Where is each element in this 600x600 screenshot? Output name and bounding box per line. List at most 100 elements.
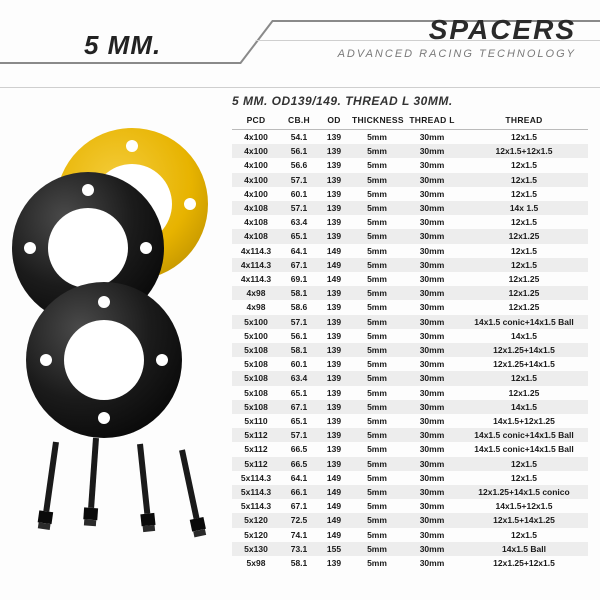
table-cell: 5x130	[232, 542, 280, 556]
table-cell: 30mm	[404, 215, 460, 229]
table-cell: 30mm	[404, 386, 460, 400]
table-cell: 30mm	[404, 442, 460, 456]
table-cell: 12x1.25	[460, 386, 588, 400]
table-cell: 5mm	[350, 499, 404, 513]
table-cell: 5x112	[232, 428, 280, 442]
table-cell: 139	[318, 286, 350, 300]
table-cell: 12x1.5	[460, 187, 588, 201]
table-cell: 5x108	[232, 386, 280, 400]
table-cell: 63.4	[280, 371, 318, 385]
table-cell: 30mm	[404, 144, 460, 158]
table-cell: 30mm	[404, 329, 460, 343]
table-cell: 30mm	[404, 513, 460, 527]
table-cell: 57.1	[280, 201, 318, 215]
table-cell: 12x1.5	[460, 371, 588, 385]
spec-table: PCD CB.H OD THICKNESS THREAD L THREAD 4x…	[232, 112, 588, 570]
table-cell: 63.4	[280, 215, 318, 229]
table-cell: 12x1.5	[460, 457, 588, 471]
table-cell: 14x1.5+12x1.25	[460, 414, 588, 428]
table-cell: 5mm	[350, 315, 404, 329]
table-cell: 5mm	[350, 244, 404, 258]
table-cell: 30mm	[404, 499, 460, 513]
table-cell: 30mm	[404, 201, 460, 215]
table-row: 5x12074.11495mm30mm12x1.5	[232, 528, 588, 542]
table-cell: 30mm	[404, 471, 460, 485]
table-cell: 139	[318, 130, 350, 145]
table-cell: 14x1.5	[460, 329, 588, 343]
table-cell: 4x100	[232, 187, 280, 201]
table-cell: 57.1	[280, 315, 318, 329]
table-cell: 5x108	[232, 343, 280, 357]
table-cell: 139	[318, 300, 350, 314]
table-row: 5x10867.11395mm30mm14x1.5	[232, 400, 588, 414]
table-cell: 4x100	[232, 158, 280, 172]
size-label: 5 MM.	[84, 30, 161, 61]
table-cell: 139	[318, 201, 350, 215]
table-cell: 139	[318, 229, 350, 243]
table-cell: 66.5	[280, 442, 318, 456]
table-cell: 14x1.5 conic+14x1.5 Ball	[460, 315, 588, 329]
table-cell: 12x1.5	[460, 471, 588, 485]
table-cell: 149	[318, 513, 350, 527]
table-cell: 5mm	[350, 201, 404, 215]
col-thread: THREAD	[460, 112, 588, 130]
table-cell: 4x108	[232, 201, 280, 215]
table-cell: 5mm	[350, 229, 404, 243]
table-cell: 12x1.25+12x1.5	[460, 556, 588, 570]
table-row: 4x10865.11395mm30mm12x1.25	[232, 229, 588, 243]
table-cell: 58.6	[280, 300, 318, 314]
table-cell: 30mm	[404, 158, 460, 172]
table-cell: 5mm	[350, 457, 404, 471]
table-cell: 64.1	[280, 244, 318, 258]
table-cell: 57.1	[280, 173, 318, 187]
table-cell: 30mm	[404, 173, 460, 187]
table-cell: 5mm	[350, 343, 404, 357]
table-cell: 67.1	[280, 258, 318, 272]
table-cell: 30mm	[404, 300, 460, 314]
table-cell: 149	[318, 471, 350, 485]
table-cell: 30mm	[404, 485, 460, 499]
col-thickness: THICKNESS	[350, 112, 404, 130]
table-cell: 65.1	[280, 386, 318, 400]
table-cell: 30mm	[404, 343, 460, 357]
table-cell: 4x98	[232, 286, 280, 300]
table-cell: 12x1.5	[460, 173, 588, 187]
table-cell: 56.1	[280, 144, 318, 158]
table-cell: 58.1	[280, 286, 318, 300]
table-cell: 5mm	[350, 173, 404, 187]
table-row: 5x10057.11395mm30mm14x1.5 conic+14x1.5 B…	[232, 315, 588, 329]
table-cell: 139	[318, 400, 350, 414]
table-cell: 30mm	[404, 414, 460, 428]
table-cell: 4x108	[232, 215, 280, 229]
table-subheading: 5 MM. OD139/149. THREAD L 30MM.	[0, 88, 600, 112]
table-cell: 5x120	[232, 528, 280, 542]
table-cell: 12x1.5	[460, 244, 588, 258]
table-cell: 4x114.3	[232, 244, 280, 258]
title-main: SPACERS	[429, 14, 576, 46]
table-cell: 139	[318, 329, 350, 343]
table-cell: 5mm	[350, 485, 404, 499]
table-cell: 5mm	[350, 130, 404, 145]
table-cell: 12x1.5	[460, 215, 588, 229]
table-row: 4x10056.61395mm30mm12x1.5	[232, 158, 588, 172]
table-header-row: PCD CB.H OD THICKNESS THREAD L THREAD	[232, 112, 588, 130]
table-cell: 12x1.25+14x1.5 conico	[460, 485, 588, 499]
table-cell: 12x1.5	[460, 528, 588, 542]
table-cell: 30mm	[404, 258, 460, 272]
table-cell: 74.1	[280, 528, 318, 542]
table-cell: 5mm	[350, 158, 404, 172]
table-cell: 60.1	[280, 357, 318, 371]
table-cell: 65.1	[280, 229, 318, 243]
table-cell: 139	[318, 414, 350, 428]
table-cell: 5x108	[232, 357, 280, 371]
table-cell: 14x1.5 conic+14x1.5 Ball	[460, 428, 588, 442]
table-cell: 30mm	[404, 229, 460, 243]
table-cell: 73.1	[280, 542, 318, 556]
table-cell: 12x1.25+14x1.5	[460, 343, 588, 357]
table-cell: 4x108	[232, 229, 280, 243]
table-cell: 5x112	[232, 442, 280, 456]
table-cell: 14x 1.5	[460, 201, 588, 215]
table-cell: 12x1.25	[460, 300, 588, 314]
table-cell: 30mm	[404, 315, 460, 329]
table-row: 4x10057.11395mm30mm12x1.5	[232, 173, 588, 187]
